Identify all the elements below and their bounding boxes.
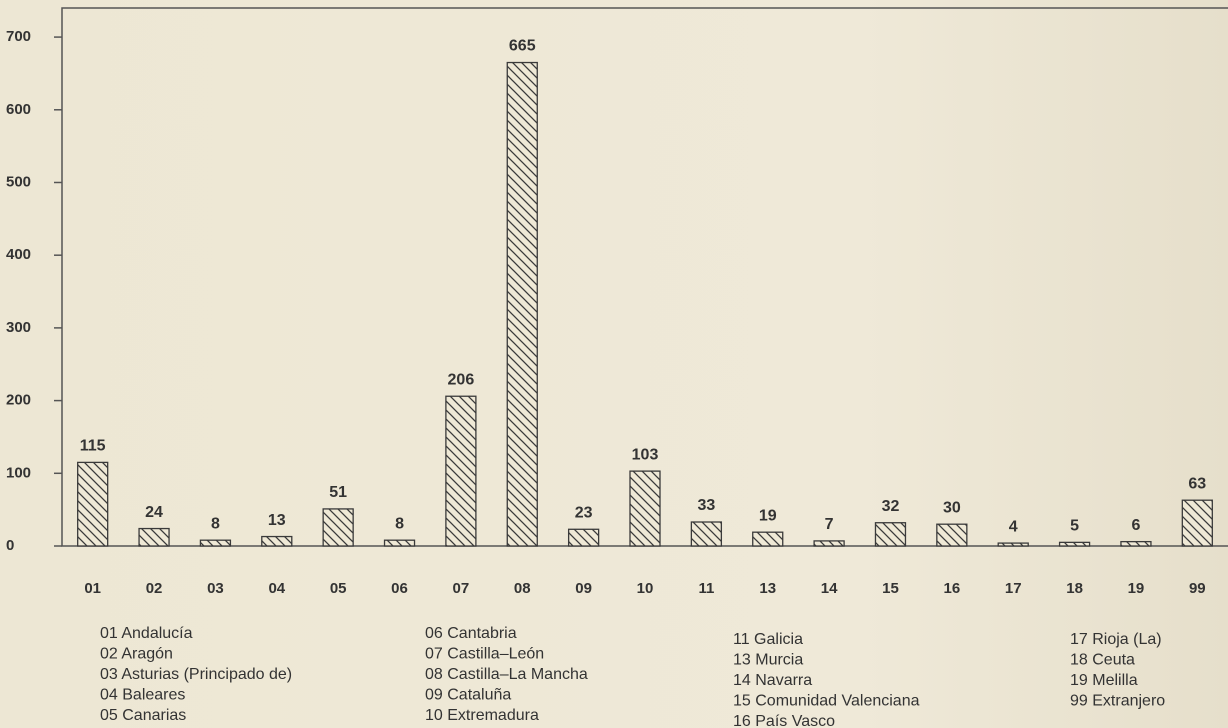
legend-entry: 06 Cantabria xyxy=(425,625,517,642)
bar xyxy=(506,61,538,547)
legend-entry: 02 Aragón xyxy=(100,646,173,663)
legend-entry: 01 Andalucía xyxy=(100,625,193,642)
x-tick-label: 99 xyxy=(1189,580,1206,597)
legend-entry: 07 Castilla–León xyxy=(425,646,544,663)
value-label: 51 xyxy=(329,484,347,501)
x-tick-label: 08 xyxy=(514,580,531,597)
value-label: 103 xyxy=(632,446,659,463)
x-tick-label: 09 xyxy=(575,580,592,597)
y-tick-label: 600 xyxy=(6,101,31,118)
legend-entry: 09 Cataluña xyxy=(425,687,511,704)
y-tick-label: 100 xyxy=(6,464,31,481)
x-tick-label: 19 xyxy=(1128,580,1145,597)
value-label: 63 xyxy=(1188,475,1206,492)
x-tick-label: 10 xyxy=(637,580,654,597)
value-label: 8 xyxy=(211,515,220,532)
x-tick-label: 02 xyxy=(146,580,163,597)
legend-entry: 19 Melilla xyxy=(1070,672,1138,689)
y-tick-label: 200 xyxy=(6,392,31,409)
legend-entry: 10 Extremadura xyxy=(425,707,539,724)
x-tick-label: 16 xyxy=(943,580,960,597)
value-label: 8 xyxy=(395,515,404,532)
y-tick-label: 700 xyxy=(6,28,31,45)
x-tick-label: 17 xyxy=(1005,580,1022,597)
bar xyxy=(383,539,416,547)
bar xyxy=(1120,540,1152,547)
y-tick-label: 0 xyxy=(6,537,14,554)
legend-entry: 13 Murcia xyxy=(733,652,803,669)
x-tick-label: 13 xyxy=(759,580,776,597)
bar xyxy=(629,470,661,547)
bar xyxy=(752,531,784,547)
bar xyxy=(997,542,1029,547)
x-tick-label: 14 xyxy=(821,580,838,597)
bar xyxy=(445,395,477,547)
x-tick-label: 11 xyxy=(698,580,714,597)
legend-entry: 15 Comunidad Valenciana xyxy=(733,693,920,710)
x-tick-label: 03 xyxy=(207,580,224,597)
value-label: 115 xyxy=(80,438,106,455)
value-label: 7 xyxy=(825,516,834,533)
value-label: 665 xyxy=(509,38,536,55)
value-label: 19 xyxy=(759,507,777,524)
bar xyxy=(936,523,968,547)
value-label: 4 xyxy=(1009,518,1018,535)
x-tick-label: 07 xyxy=(453,580,470,597)
legend-entry: 08 Castilla–La Mancha xyxy=(425,666,588,683)
legend-entry: 99 Extranjero xyxy=(1070,693,1165,710)
value-label: 33 xyxy=(697,497,715,514)
bar xyxy=(690,521,723,547)
bar xyxy=(138,527,170,547)
legend-entry: 05 Canarias xyxy=(100,707,186,724)
legend-entry: 11 Galicia xyxy=(733,631,803,648)
y-tick-label: 300 xyxy=(6,319,31,336)
value-label: 5 xyxy=(1070,518,1079,535)
bar xyxy=(567,528,600,547)
value-label: 206 xyxy=(448,371,475,388)
y-tick-label: 500 xyxy=(6,173,31,190)
legend-entry: 04 Baleares xyxy=(100,687,185,704)
bar xyxy=(1181,499,1213,547)
value-label: 32 xyxy=(882,498,900,515)
x-tick-label: 15 xyxy=(882,580,899,597)
x-tick-label: 01 xyxy=(84,580,101,597)
legend-entry: 03 Asturias (Principado de) xyxy=(100,666,292,683)
bar xyxy=(77,461,109,547)
x-tick-label: 05 xyxy=(330,580,347,597)
x-tick-label: 04 xyxy=(268,580,285,597)
y-tick-label: 400 xyxy=(6,246,31,263)
bar xyxy=(199,539,232,547)
legend-entry: 17 Rioja (La) xyxy=(1070,631,1162,648)
bar xyxy=(261,535,293,547)
value-label: 24 xyxy=(145,504,163,521)
x-tick-label: 06 xyxy=(391,580,408,597)
value-label: 30 xyxy=(943,499,961,516)
x-tick-label: 18 xyxy=(1066,580,1083,597)
value-label: 23 xyxy=(575,504,593,521)
value-label: 6 xyxy=(1131,517,1140,534)
legend-entry: 16 País Vasco xyxy=(733,713,835,728)
legend-entry: 18 Ceuta xyxy=(1070,652,1135,669)
bar xyxy=(322,508,354,547)
bar xyxy=(813,540,845,547)
bar xyxy=(874,522,907,547)
value-label: 13 xyxy=(268,512,286,529)
bar xyxy=(1058,541,1091,547)
legend-entry: 14 Navarra xyxy=(733,672,812,689)
